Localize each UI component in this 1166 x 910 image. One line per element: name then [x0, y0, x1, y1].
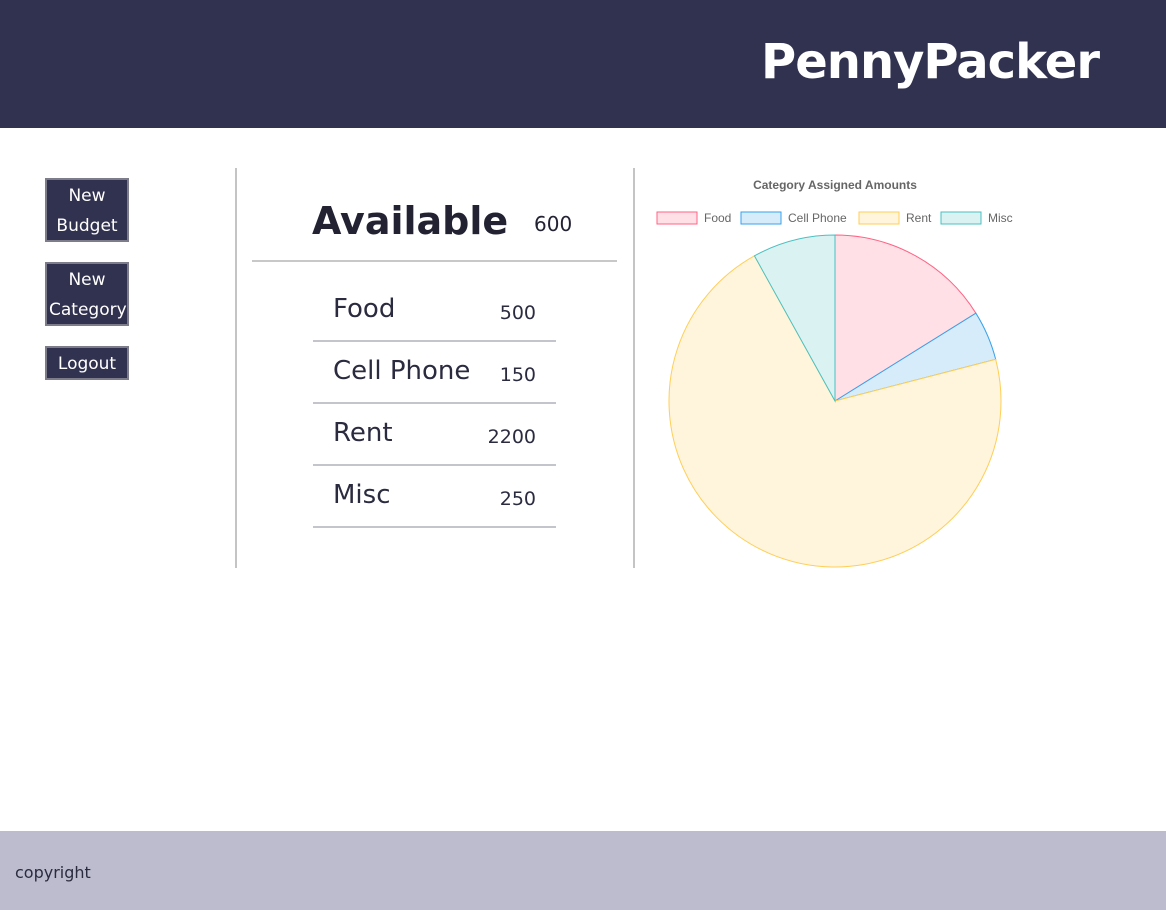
category-list: Food 500 Cell Phone 150 Rent 2200 Misc 2…	[313, 280, 556, 528]
pie-chart-container: Category Assigned Amounts Food Cell Phone…	[640, 170, 1030, 570]
available-value: 600	[534, 212, 573, 236]
logout-button[interactable]: Logout	[45, 346, 129, 380]
new-budget-label-line2: Budget	[56, 216, 118, 236]
legend-swatch-food[interactable]	[656, 211, 698, 225]
right-divider	[633, 168, 635, 568]
new-category-label-line2: Category	[49, 300, 127, 320]
pie-chart: Category Assigned Amounts Food Cell Phone…	[656, 178, 1013, 568]
legend-swatch-rent[interactable]	[858, 211, 900, 225]
category-amount: 500	[499, 302, 536, 324]
new-budget-label-line1: New	[68, 186, 106, 206]
left-divider	[235, 168, 237, 568]
new-category-label-line1: New	[68, 270, 106, 290]
pie-slice-food[interactable]	[834, 234, 977, 402]
legend-label-food[interactable]: Food	[704, 211, 731, 225]
category-name: Misc	[333, 480, 391, 510]
app-title: PennyPacker	[761, 34, 1100, 90]
pie-slice-misc[interactable]	[753, 234, 836, 403]
category-name: Food	[333, 294, 396, 324]
copyright-text: copyright	[15, 863, 91, 882]
pie-slice-rent[interactable]	[668, 255, 1002, 568]
legend-swatch-cell-phone[interactable]	[740, 211, 782, 225]
legend-label-cell-phone[interactable]: Cell Phone	[788, 211, 847, 225]
legend-label-rent[interactable]: Rent	[906, 211, 932, 225]
available-divider	[252, 260, 617, 262]
new-category-button[interactable]: New Category	[45, 262, 129, 326]
new-budget-button[interactable]: New Budget	[45, 178, 129, 242]
chart-slices	[668, 234, 1002, 568]
category-row-rent[interactable]: Rent 2200	[313, 404, 556, 466]
category-amount: 250	[499, 488, 536, 510]
footer: copyright	[0, 831, 1166, 910]
chart-legend: Food Cell Phone Rent Misc	[656, 211, 1013, 225]
legend-swatch-misc[interactable]	[940, 211, 982, 225]
category-amount: 150	[499, 364, 536, 386]
app-header: PennyPacker	[0, 0, 1166, 128]
category-row-food[interactable]: Food 500	[313, 280, 556, 342]
category-row-cell-phone[interactable]: Cell Phone 150	[313, 342, 556, 404]
category-name: Cell Phone	[333, 356, 471, 386]
legend-label-misc[interactable]: Misc	[988, 211, 1013, 225]
category-row-misc[interactable]: Misc 250	[313, 466, 556, 528]
available-label: Available	[312, 199, 509, 243]
category-amount: 2200	[487, 426, 536, 448]
chart-title: Category Assigned Amounts	[753, 178, 917, 192]
category-name: Rent	[333, 418, 393, 448]
